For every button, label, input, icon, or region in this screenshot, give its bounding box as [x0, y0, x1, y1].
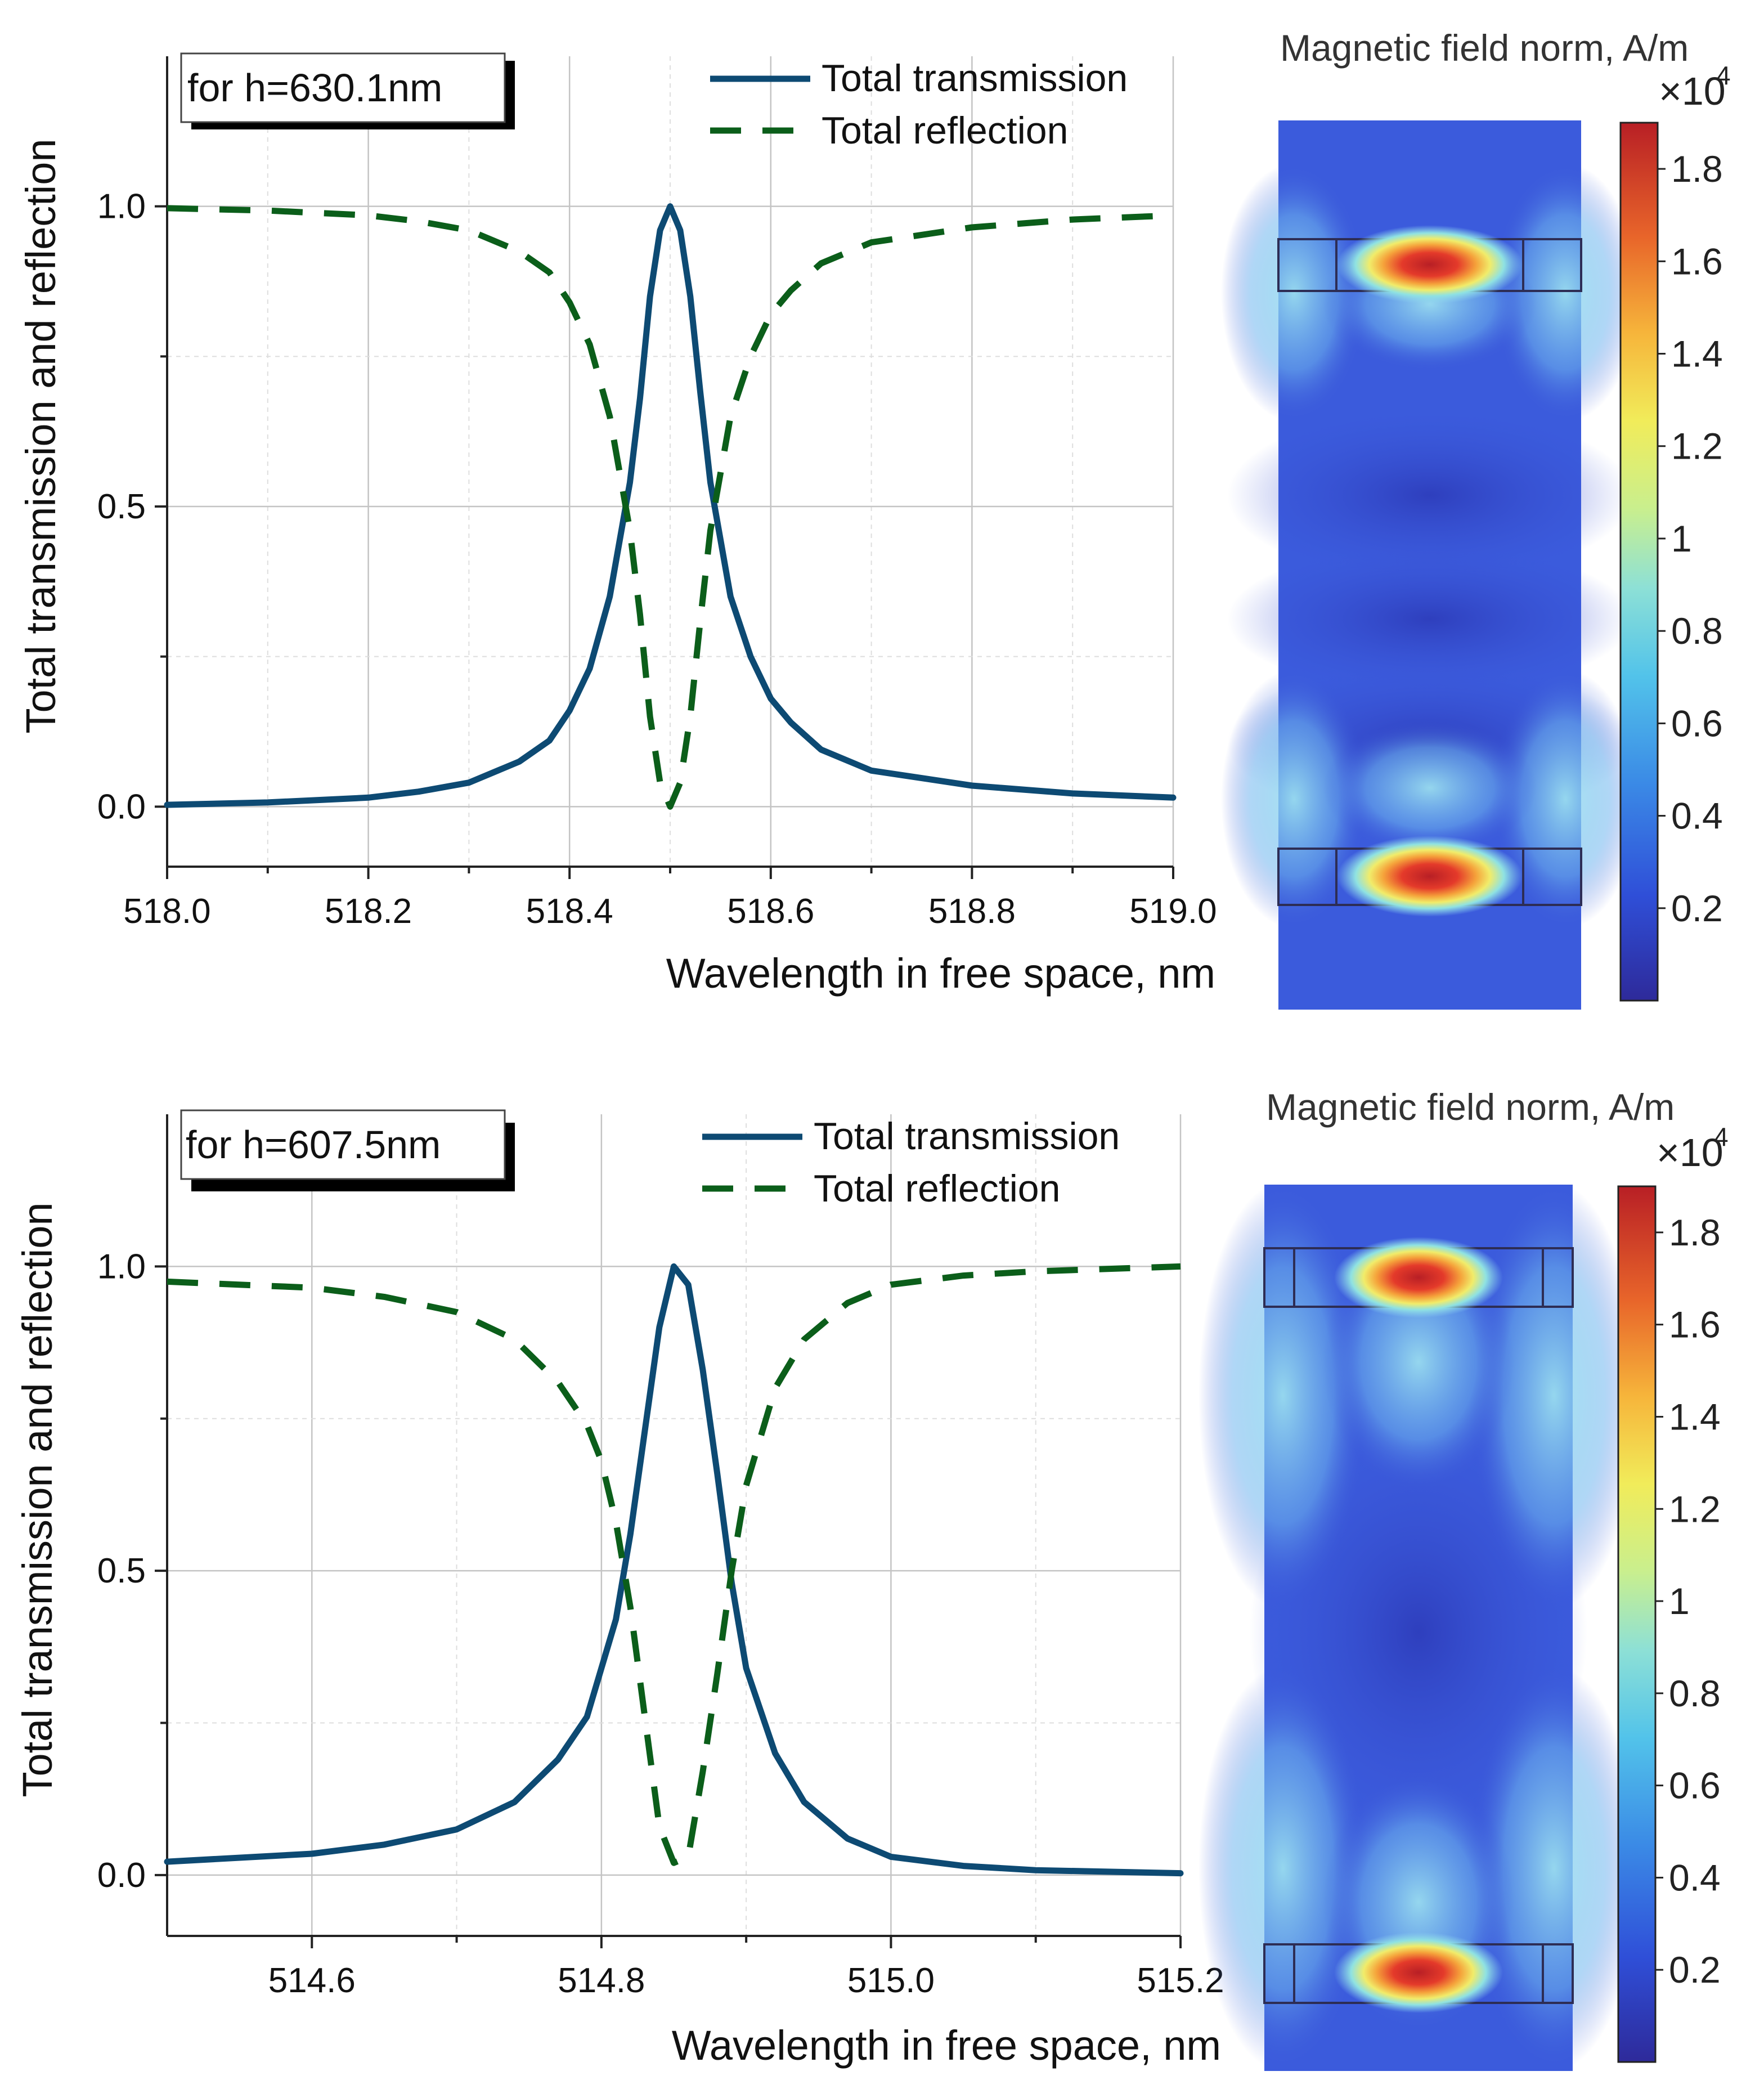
x-tick-label: 518.6	[727, 892, 814, 931]
series-line-reflection	[167, 1263, 1181, 1866]
grid-bottom	[167, 1114, 1182, 1936]
colorbar-tick-label: 0.8	[1671, 610, 1723, 652]
colorbar-tick-label: 0.2	[1669, 1949, 1721, 1991]
x-tick-label: 518.2	[325, 892, 412, 931]
colorbar-tick-label: 1	[1669, 1580, 1690, 1622]
colorbar-tick-label: 0.6	[1669, 1765, 1721, 1806]
chart-top: 518.0 518.2 518.4 518.6 518.8 519.00.00.51.0 …	[17, 52, 1217, 997]
colorbar-ticks-top: 1.8 1.6 1.4 1.2 1 0.8 0.6 0.4 0.2	[1658, 148, 1723, 929]
y-tick-label: 1.0	[97, 187, 146, 226]
series-line-reflection	[167, 205, 1174, 810]
colorbar-tick-label: 0.4	[1671, 795, 1723, 837]
colorbar-tick-label: 1.6	[1669, 1304, 1721, 1346]
resonator-top-upper	[1277, 225, 1582, 304]
legend-bottom: Total transmission Total reflection	[702, 1115, 1120, 1210]
colorbar-tick-label: 1.6	[1671, 240, 1723, 282]
x-tick-label: 518.4	[526, 892, 613, 931]
colorbar-bottom	[1617, 1185, 1657, 2063]
colorbar-exponent-bottom: 4	[1714, 1122, 1729, 1151]
chart-bottom: 514.6 514.8 515.0 515.20.00.51.0 for h=607.…	[14, 1109, 1224, 2069]
series-line-transmission	[164, 203, 1177, 808]
y-tick-label: 0.0	[97, 1856, 146, 1895]
y-axis-label-top: Total transmission and reflection	[17, 138, 64, 733]
legend-reflection-label: Total reflection	[822, 109, 1068, 152]
x-tick-label: 514.6	[268, 1961, 356, 2000]
colorbar-exponent-top: 4	[1716, 61, 1731, 90]
annotation-label: for h=630.1nm	[187, 66, 442, 110]
resonator-top-lower	[1277, 836, 1582, 917]
series-top	[164, 203, 1177, 810]
legend-reflection-label-bottom: Total reflection	[814, 1167, 1060, 1210]
series-bottom	[164, 1263, 1184, 1877]
colorbar-multiplier-bottom: ×10	[1657, 1131, 1723, 1174]
colorbar-tick-label: 1.8	[1669, 1212, 1721, 1253]
ticks-top: 518.0 518.2 518.4 518.6 518.8 519.0 0.0 0.5 1.0	[97, 187, 1217, 931]
colorbar-ticks-bottom: 1.8 1.6 1.4 1.2 1 0.8 0.6 0.4 0.2	[1655, 1212, 1721, 1991]
colorbar-tick-label: 1.2	[1669, 1488, 1721, 1530]
annotation-box-bottom	[180, 1109, 506, 1180]
x-tick-label: 518.8	[928, 892, 1016, 931]
y-tick-label: 0.5	[97, 487, 146, 526]
x-axis-label-bottom: Wavelength in free space, nm	[672, 2022, 1221, 2069]
legend-transmission-label: Total transmission	[822, 57, 1128, 100]
legend-transmission-label-bottom: Total transmission	[814, 1115, 1120, 1158]
y-tick-label: 0.0	[97, 787, 146, 826]
heatmap-title-bottom: Magnetic field norm, A/m	[1266, 1086, 1675, 1128]
colorbar-tick-label: 1.2	[1671, 425, 1723, 467]
resonator-bottom-upper	[1263, 1237, 1574, 1318]
x-tick-label: 519.0	[1129, 892, 1217, 931]
colorbar-tick-label: 1.4	[1669, 1396, 1721, 1437]
y-tick-label: 0.5	[97, 1552, 146, 1590]
ticks-bottom: 514.6 514.8 515.0 515.20.00.51.0	[97, 1247, 1224, 2000]
colorbar-tick-label: 0.6	[1671, 702, 1723, 744]
colorbar-tick-label: 0.8	[1669, 1673, 1721, 1714]
heatmap-bottom: Magnetic field norm, A/m 1.8 1.6 1.4 1.2 1 0.…	[1199, 1086, 1729, 2071]
colorbar-tick-label: 1	[1671, 518, 1692, 559]
colorbar-tick-label: 1.4	[1671, 333, 1723, 375]
annotation-box	[180, 52, 506, 123]
colorbar-multiplier-top: ×10	[1659, 69, 1726, 113]
colorbar-top	[1619, 122, 1659, 1002]
field-map-pattern-top	[1221, 163, 1639, 929]
x-tick-label: 518.0	[123, 892, 210, 931]
colorbar-tick-label: 0.2	[1671, 887, 1723, 929]
colorbar-tick-label: 0.4	[1669, 1857, 1721, 1898]
resonator-bottom-lower	[1263, 1932, 1574, 2013]
y-axis-label-bottom: Total transmission and reflection	[14, 1202, 61, 1797]
legend-top: Total transmission Total reflection	[710, 57, 1128, 152]
grid-top	[166, 56, 1174, 867]
series-line-transmission	[164, 1263, 1184, 1877]
colorbar-tick-label: 1.8	[1671, 148, 1723, 190]
heatmap-title-top: Magnetic field norm, A/m	[1280, 27, 1689, 69]
y-tick-label: 1.0	[97, 1247, 146, 1286]
x-tick-label: 515.0	[847, 1961, 935, 2000]
annotation-label-bottom: for h=607.5nm	[186, 1123, 441, 1167]
x-axis-label-top: Wavelength in free space, nm	[666, 950, 1215, 997]
x-tick-label: 514.8	[558, 1961, 645, 2000]
heatmap-top: Magnetic field norm, A/m 1.8 1.6	[1221, 27, 1731, 1010]
